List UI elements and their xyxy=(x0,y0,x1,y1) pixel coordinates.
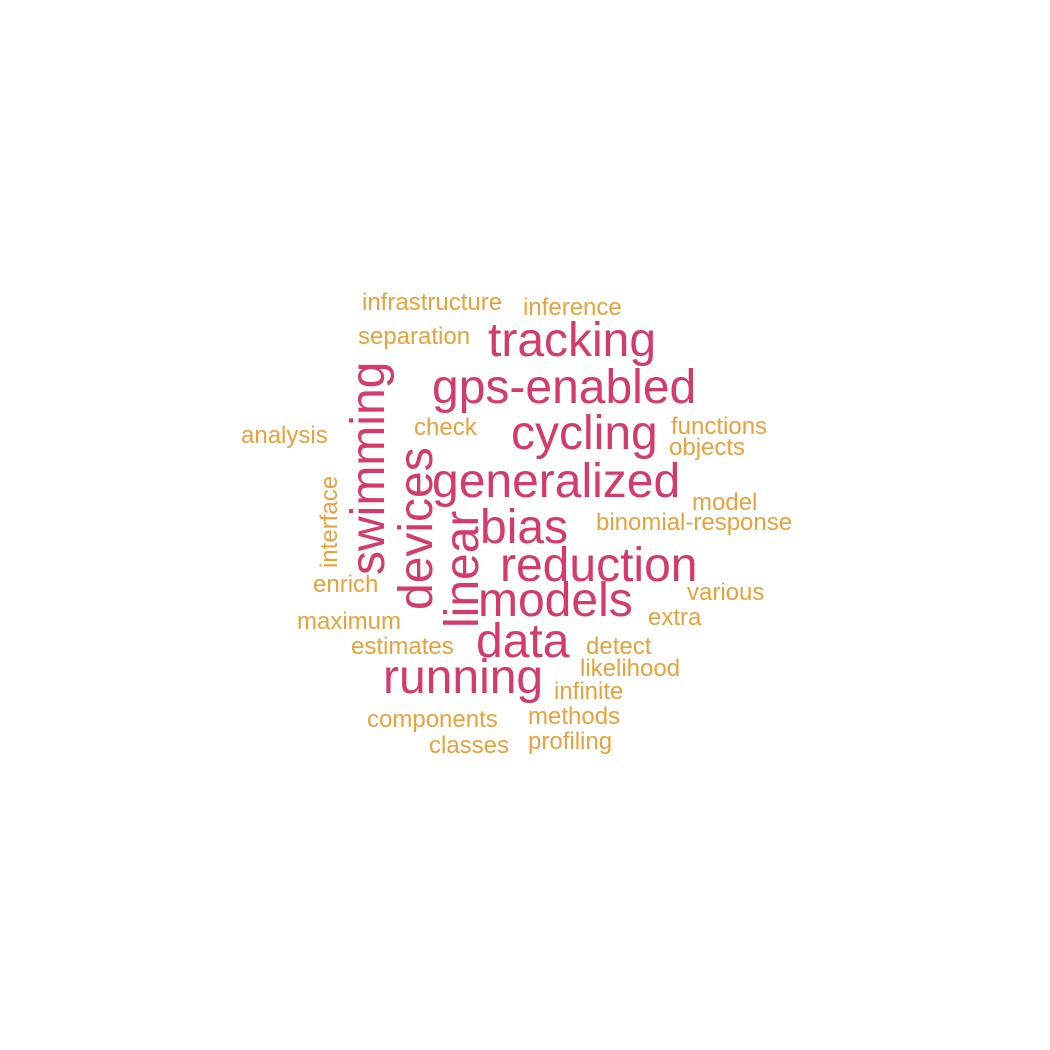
word-objects: objects xyxy=(669,434,745,461)
word-binomial-response: binomial-response xyxy=(596,509,792,536)
word-inference: inference xyxy=(523,294,622,321)
word-detect: detect xyxy=(586,633,652,660)
word-models: models xyxy=(478,574,633,627)
word-enrich: enrich xyxy=(313,571,378,598)
word-tracking: tracking xyxy=(488,314,656,367)
word-check: check xyxy=(414,414,478,441)
word-functions: functions xyxy=(671,413,767,440)
word-generalized: generalized xyxy=(432,455,680,508)
word-model: model xyxy=(692,489,757,516)
word-devices: devices xyxy=(390,447,443,610)
word-interface: interface xyxy=(316,476,343,568)
word-profiling: profiling xyxy=(528,728,612,755)
word-classes: classes xyxy=(429,732,509,759)
word-methods: methods xyxy=(528,703,620,730)
word-bias: bias xyxy=(480,501,568,554)
word-likelihood: likelihood xyxy=(580,655,680,682)
word-separation: separation xyxy=(358,323,470,350)
word-extra: extra xyxy=(648,604,702,631)
word-running: running xyxy=(383,651,543,704)
word-estimates: estimates xyxy=(351,633,454,660)
word-swimming: swimming xyxy=(342,362,395,575)
word-cycling: cycling xyxy=(511,407,658,460)
word-various: various xyxy=(687,579,764,606)
word-gps-enabled: gps-enabled xyxy=(432,361,696,414)
word-maximum: maximum xyxy=(297,608,401,635)
word-data: data xyxy=(476,615,570,668)
word-reduction: reduction xyxy=(500,539,697,592)
word-components: components xyxy=(367,706,498,733)
word-analysis: analysis xyxy=(241,422,328,449)
word-infinite: infinite xyxy=(554,678,623,705)
word-infrastructure: infrastructure xyxy=(362,289,502,316)
word-linear: linear xyxy=(436,511,489,628)
